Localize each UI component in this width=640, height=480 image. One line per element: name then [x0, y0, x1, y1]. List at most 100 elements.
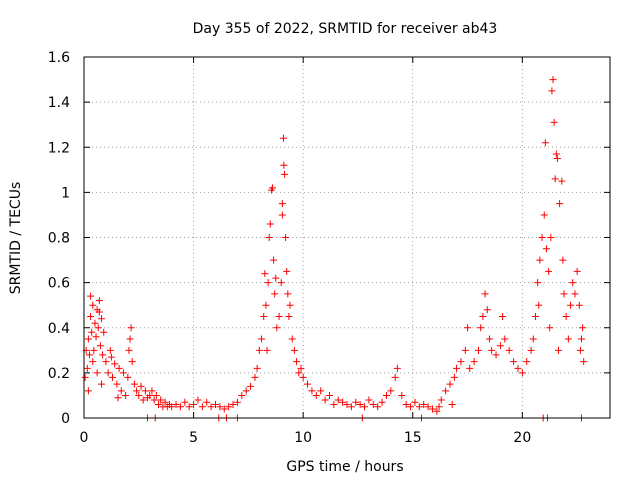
y-tick-label: 0 — [61, 411, 70, 427]
x-tick-label: 0 — [80, 430, 89, 446]
data-point — [255, 346, 263, 354]
data-point — [483, 306, 491, 314]
data-point — [285, 312, 293, 320]
plot-frame — [83, 56, 611, 419]
data-point — [450, 373, 458, 381]
data-point — [157, 396, 165, 404]
data-point — [247, 382, 255, 390]
data-point — [261, 270, 269, 278]
y-tick-label: 0.8 — [48, 231, 70, 247]
data-point — [411, 398, 419, 406]
data-point — [87, 292, 95, 300]
data-point — [128, 358, 136, 366]
data-point — [529, 335, 537, 343]
data-point — [361, 403, 369, 411]
data-point — [150, 396, 158, 404]
data-point — [127, 324, 135, 332]
data-point — [225, 403, 233, 411]
data-point — [117, 387, 125, 395]
data-point — [339, 398, 347, 406]
chart-title: Day 355 of 2022, SRMTID for receiver ab4… — [193, 21, 498, 37]
data-point — [499, 312, 507, 320]
data-point — [461, 346, 469, 354]
data-point — [96, 342, 104, 350]
data-point — [437, 396, 445, 404]
data-point — [523, 358, 531, 366]
data-point — [356, 400, 364, 408]
data-point — [89, 358, 97, 366]
data-point — [560, 290, 568, 298]
data-point — [317, 387, 325, 395]
data-point — [505, 346, 513, 354]
data-point — [124, 373, 132, 381]
y-axis-title: SRMTID / TECUs — [8, 182, 24, 295]
y-tick-label: 1.6 — [48, 50, 70, 66]
data-point — [229, 400, 237, 408]
x-tick-label: 5 — [189, 430, 198, 446]
data-point — [281, 170, 289, 178]
data-point — [551, 175, 559, 183]
data-point — [85, 351, 93, 359]
data-point — [538, 234, 546, 241]
data-point — [564, 335, 572, 343]
data-point — [295, 369, 303, 377]
data-point — [492, 351, 500, 359]
data-point — [207, 403, 215, 411]
data-point — [378, 398, 386, 406]
data-point — [111, 360, 119, 368]
data-point — [343, 400, 351, 408]
data-point — [83, 364, 91, 372]
grid-lines — [84, 57, 610, 418]
data-point — [510, 358, 518, 366]
data-point — [119, 369, 127, 377]
data-point — [347, 403, 355, 411]
data-point — [126, 335, 134, 343]
data-point — [369, 400, 377, 408]
data-point — [152, 391, 160, 399]
data-point — [106, 346, 114, 354]
data-point — [84, 387, 92, 395]
data-point — [464, 324, 472, 332]
data-point — [91, 319, 99, 327]
data-point — [534, 279, 542, 287]
data-point — [578, 335, 586, 343]
data-point — [453, 364, 461, 372]
data-point — [552, 150, 560, 158]
data-point — [550, 118, 558, 126]
data-point — [122, 391, 130, 399]
data-point — [84, 335, 92, 343]
data-point — [238, 391, 246, 399]
data-point — [466, 364, 474, 372]
data-point — [278, 211, 286, 219]
data-point — [580, 358, 588, 366]
y-tick-label: 0.4 — [48, 321, 70, 337]
y-tick-label: 0.6 — [48, 276, 70, 292]
data-point — [299, 373, 307, 381]
data-point — [288, 335, 296, 343]
data-point — [334, 396, 342, 404]
data-point — [260, 312, 268, 320]
data-point — [559, 256, 567, 264]
data-point — [374, 403, 382, 411]
data-point — [265, 234, 273, 241]
data-point — [518, 369, 526, 377]
data-point — [579, 324, 587, 332]
x-axis-title: GPS time / hours — [286, 459, 403, 475]
data-point — [540, 211, 548, 219]
data-point — [446, 380, 454, 388]
data-point — [501, 335, 509, 343]
y-tick-label: 0.2 — [48, 366, 70, 382]
data-point — [297, 364, 305, 372]
data-point — [308, 387, 316, 395]
x-tick-label: 20 — [513, 430, 531, 446]
data-point — [365, 396, 373, 404]
data-point — [251, 373, 259, 381]
data-point — [280, 161, 288, 169]
data-point — [270, 256, 278, 264]
data-point — [130, 380, 138, 388]
data-point — [398, 391, 406, 399]
data-point — [90, 346, 98, 354]
data-point — [477, 324, 485, 332]
data-point — [554, 346, 562, 354]
